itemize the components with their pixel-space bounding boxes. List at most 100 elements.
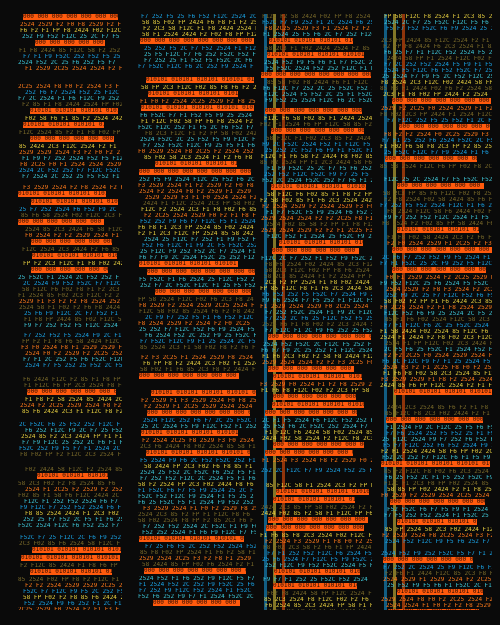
glyph-row: 58 F02 F2 FP F1 F6 2424 2C3 85: [384, 299, 492, 305]
glyph-row: F8 2524 F12C 58 F6 2424 F02 F1: [387, 209, 492, 215]
glyph-row: F12C 2C F7 252 F1 F52 F9 F52C 2: [261, 256, 372, 262]
glyph-row: F1 2524 F9 2C F12C 25 F5 F6 F52: [386, 425, 492, 431]
glyph-row: 010101 010101 010101 010101 0101: [151, 390, 256, 396]
glyph-row: F6 2424 F12C F2 85 F1 F8 FP: [23, 377, 121, 383]
color-strip: [402, 14, 405, 610]
glyph-row: 000 000 000 000 000 000 000 000: [144, 568, 246, 574]
glyph-row: 2529 F2 2C25 F0 2524 2529 F1 F2: [381, 106, 492, 112]
glyph-row: 000 000 000 000 000 000 000 000: [268, 517, 368, 523]
glyph-row: 2424 85 F6 FP F12C 2524 F2 F1 F: [380, 383, 492, 389]
glyph-row: F52 2C 2524 F52C 252 F7 F6 F1 2: [262, 178, 372, 184]
glyph-row: 58 F12C F6 F02 85 F1 F8 F2 FP 2: [267, 192, 372, 198]
glyph-row: F7 252 F52C 2524 F1 F9 2C F12C: [265, 310, 372, 316]
glyph-row: 2524 F2 2C25 2529 2524 F8 F2: [20, 403, 122, 409]
glyph-row: 58 2C3 F02 F2 F8 2524 85 F6: [18, 481, 116, 487]
glyph-row: F12C 2524 F5 F52 2C 25 F1 F52C: [264, 92, 372, 98]
glyph-row: F6 25 F52 2C F1 F5 252 F52C F9: [385, 475, 492, 481]
glitch-column: FP 58 F12C F8 2524 F1 2C3 85 24 2524 2C F…: [380, 14, 492, 610]
glyph-row: 2529 2524 2C25 F3 F2 F8 F1 2529: [139, 556, 251, 562]
glyph-row: F7 F1 F9 F52C 252 F52 F5 25: [23, 54, 121, 60]
glyph-row: F7 F1 25 252 F6 2524 F52C 2C F5: [382, 138, 492, 144]
glyph-row: 000 000 000 000 000 000 000: [35, 40, 105, 46]
glyph-row: F8 2524 2529 F2 2524 F2 F0 2C25: [138, 321, 250, 327]
glyph-row: 2524 2529 F2 F8 F3 2524 F2 2C25: [386, 287, 492, 293]
glyph-row: F7 F5 252 F52 2524 F1 F52C 25 F: [384, 513, 492, 519]
glyph-row: F0 2529 2524 F8 2C25 F2 2524 252: [138, 149, 254, 155]
glyph-row: 010101 010101 010101 010101: [32, 253, 117, 259]
glyph-row: 2424 F02 85 F2 58 F1 F12C FP F6: [261, 511, 372, 517]
glyph-row: 010101 010101 010101 010101 0101: [139, 536, 244, 542]
glyph-row: 2524 2524 F1 F0 F2 F2 F8 2529 F: [386, 603, 492, 609]
glyph-row: F5 F7 F52 F52C F6 F9 2524 25 25: [386, 26, 492, 32]
glyph-row: 000 000 000 000 000 000 000: [31, 267, 108, 273]
glyph-row: 85 F2 2524 FP F1 2C3 2424 58 F6: [260, 160, 372, 166]
glyph-row: 58 2C3 F1 F02 2424 2524 F2 85 F: [265, 46, 372, 52]
glyph-row: 58 85 FP F02 2424 F2 F1 F8 2524: [387, 487, 492, 493]
glyph-row: 010101 010101 010101 010101 0101: [146, 450, 250, 456]
glyph-row: 58 F12C F1 F02 2C3 85 F2 2424 F: [266, 136, 372, 142]
glyph-row: 2C 2524 F9 F52 F52C F7 F12C: [23, 281, 121, 287]
glyph-row: 85 F12C F8 2C3 F02 2424 F2 F1 F: [385, 411, 492, 417]
glyph-row: 2529 2524 F8 F0 F2 2C25 2524 F2: [381, 597, 492, 603]
glyph-row: F2 2C3 58 F12C F1 F8 2424 2524 F: [143, 26, 256, 32]
glyph-row: 2524 58 F1 F02 F2 F6 F8 2424: [19, 305, 121, 311]
glyph-row: 000 000 000 000 000 000 000 000: [392, 267, 486, 273]
glyph-row: 010101 010101 010101 010101 010: [273, 583, 357, 589]
glyph-row: 2C3 F02 85 F6 2524 58 F12C F: [19, 541, 121, 547]
glyph-row: 2529 2529 2524 F3 F2 F0 F2 2: [19, 150, 121, 156]
glyph-row: 000 000 000 000 000 000 000 000: [155, 289, 251, 295]
glyph-row: 010101 010101 010101 010101: [31, 199, 118, 205]
glyph-row: F6 F7 F9 2C 2524 F52C 25 252 F12: [139, 255, 255, 261]
glyph-row: 58 2C3 F12C F02 FP F8 F6 2524 F: [265, 268, 372, 274]
glyph-row: F7 252 F52C F12C F9 25 F5 F1 F6: [143, 143, 255, 149]
glyph-row: FP 58 2524 F12C F02 F6 2C3 F8 24: [138, 297, 254, 303]
glyph-row: 000 000 000 000 000 000 000 000: [147, 269, 255, 275]
glyph-row: 58 2424 85 FP F02 F6 2524 F2 F1: [142, 562, 254, 568]
glyph-row: F9 F7 252 F52 F5 F12C 2524 F: [24, 323, 122, 329]
glyph-row: F7 2C 2524 F1 F6 F12C F9 252: [18, 96, 120, 102]
glyph-row: F02 2424 58 F12C F2 2524 85: [25, 467, 122, 473]
glyph-row: F52 252 2524 F1 F6 F9 F12C F7 F5: [142, 530, 256, 536]
glyph-row: 25 F7 252 2524 F6 F52 F9 2C: [19, 207, 117, 213]
glyph-row: F12C F2 2524 2C3 F1 F8 F02 F6 85: [141, 207, 256, 213]
glyph-row: 000 000 000 000 000 000 000 000: [272, 248, 359, 254]
glyph-row: F8 F02 2C3 58 F2 F6 F1 FP 2424: [263, 545, 372, 551]
glyph-row: F12C F1 2C3 F8 FP F02 2524 85 F: [384, 481, 492, 487]
glyph-row: F3 2529 F0 2524 F1 F2 F8 2529 2: [260, 382, 372, 388]
glyph-row: F1 F9 F7 252 2524 F52 F5 F12: [22, 156, 122, 162]
glyph-row: F7 252 2C F6 25 F12C F52 F5 252: [265, 316, 372, 322]
glyph-row: F6 2524 F52 2C 252 F9 25 F52C F7: [145, 333, 256, 339]
glyph-row: 2524 F52 F9 252 F52C F5 F7 F1 2: [381, 551, 492, 557]
glyph-row: F1 F6 F8 F02 58 2C3 2524 85 F12: [383, 371, 492, 377]
glyph-row: F1 F12C F6 2424 58 F02 2524 85: [265, 430, 372, 436]
glyph-row: 2524 2529 F2 F0 F8 2529 F2 F: [20, 22, 122, 28]
glyph-row: 010101 010101 010101 010101 010: [276, 489, 369, 495]
glyph-row: 000 000 000 000 000 000 000: [18, 219, 104, 225]
glyph-row: 2524 2C F7 25 F52C F12C F5 F6 F: [384, 20, 492, 26]
glyph-row: 010101 010101 010101 010101 010: [397, 519, 477, 525]
glyph-row: 2529 F1 F3 F2 F2 F8 2524 252: [19, 299, 121, 305]
glyph-row: 85 F8 F1 2424 F02 F6 F2 2524 58: [380, 86, 492, 92]
glyph-row: 000 000 000 000 000 000 000 000: [397, 183, 484, 189]
glyph-row: F1 F12C F6 FP 2C3 2524 F8 F0: [24, 383, 122, 389]
glyph-row: F12C F02 F8 FP F1 85 2424 58 2C: [265, 609, 372, 610]
glyph-row: 010101 010101 010101 010101: [37, 473, 108, 479]
glyph-row: 25 F52 F9 F5 F6 F1 F52C 2C F12C: [387, 583, 492, 589]
glyph-row: F3 2529 2524 F2 F8 2524 F2 F: [23, 185, 122, 191]
glyph-row: 25 2524 F7 F9 F5 2C F52 F12C 25: [382, 74, 492, 80]
glyph-row: F7 252 25 F1 F52 F5 F52C 2C F6 2: [144, 58, 256, 64]
glyph-row: 000 000 000 000 000 000 000 000: [265, 108, 362, 114]
glyph-row: 2529 2524 2524 F2 F2 F3 2C25 F0: [262, 360, 372, 366]
glyph-row: F8 85 2524 2424 F1 2C3 F02 F: [25, 511, 122, 517]
glyph-row: F1 2524 25 F5 F6 2C F7 252 F12C: [263, 32, 372, 38]
glyph-row: 000 000 000 000 000 000 000 000: [261, 72, 371, 78]
glyph-row: F9 F7 252 F52 F12C 2524 F1 F5 2: [384, 215, 492, 221]
glyph-row: 010101 010101 010101 010101 0101: [148, 91, 238, 97]
glyph-row: 25 F12C 2524 F9 F7 252 F6 F52 F: [382, 437, 492, 443]
glyph-row: F8 2C25 2529 F3 F1 2524 F2 F2 2: [265, 26, 372, 32]
glyph-row: 010101 010101 010101 010101: [21, 555, 120, 561]
glyph-row: F52C F7 F9 252 F1 2C 2524 F6 25: [262, 20, 372, 26]
glyph-row: F1 F12C F02 58 FP F6 F8 2524 F2: [141, 119, 253, 125]
glyph-row: 000 000 000 000 000 000 000 000: [153, 600, 240, 606]
